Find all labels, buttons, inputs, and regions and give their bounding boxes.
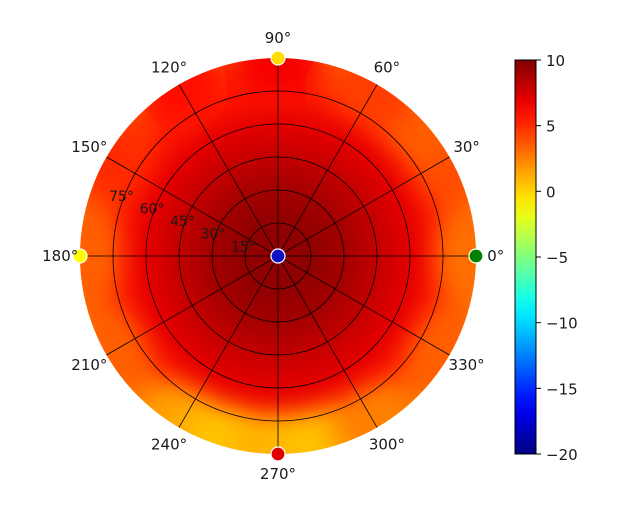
radial-tick-label-4: 75° (109, 189, 134, 205)
colorbar-tick-label-0: 10 (546, 52, 565, 70)
angular-tick-label-10: 300° (369, 436, 405, 454)
angular-tick-label-5: 150° (71, 138, 107, 156)
angular-gridline-8 (178, 255, 279, 428)
angular-tick-label-1: 30° (453, 138, 480, 156)
colorbar-tick-label-5: −15 (546, 380, 578, 398)
angular-gridline-10 (277, 255, 378, 428)
marker-3 (270, 446, 286, 462)
angular-tick-label-7: 210° (71, 356, 107, 374)
angular-tick-labels: 0° 30° 60° 90° 120° 150° 180° 210° 240° 270° 300° 3… (42, 29, 504, 483)
colorbar-tick-label-4: −10 (546, 315, 578, 333)
colorbar-ticks: 10 5 0 −5 −10 −15 −20 (536, 52, 578, 464)
radial-tick-labels: 15° 30° 45° 60° 75° (109, 189, 256, 256)
colorbar: 10 5 0 −5 −10 −15 −20 (514, 52, 578, 464)
angular-tick-label-11: 330° (449, 356, 485, 374)
angular-gridline-5 (106, 156, 279, 257)
angular-tick-label-8: 240° (151, 436, 187, 454)
angular-gridline-4 (178, 84, 279, 257)
angular-tick-label-2: 60° (374, 58, 401, 76)
colorbar-tick-label-2: 0 (546, 183, 556, 201)
radial-tick-label-3: 60° (140, 201, 165, 217)
radial-tick-label-2: 45° (170, 214, 195, 230)
angular-gridline-1 (277, 156, 450, 257)
data-markers (72, 50, 484, 462)
angular-tick-label-6: 180° (42, 247, 78, 265)
radial-tick-label-0: 15° (231, 239, 256, 255)
marker-2 (72, 248, 88, 264)
colorbar-tick-label-3: −5 (546, 249, 568, 267)
polar-plot-area: 0° 30° 60° 90° 120° 150° 180° 210° 240° 270° 300° 3… (42, 29, 504, 483)
angular-tick-label-3: 90° (265, 29, 292, 47)
marker-1 (270, 50, 286, 66)
angular-tick-label-4: 120° (151, 58, 187, 76)
marker-4 (270, 248, 286, 264)
colorbar-gradient (514, 59, 537, 455)
marker-0 (468, 248, 484, 264)
colorbar-tick-label-1: 5 (546, 118, 556, 136)
radial-tick-label-1: 30° (201, 227, 226, 243)
angular-gridline-11 (277, 255, 450, 356)
angular-gridline-7 (106, 255, 279, 356)
angular-gridline-2 (277, 84, 378, 257)
angular-tick-label-0: 0° (487, 247, 504, 265)
colorbar-tick-label-6: −20 (546, 446, 578, 464)
angular-tick-label-9: 270° (260, 465, 296, 483)
polar-grid (80, 58, 476, 454)
